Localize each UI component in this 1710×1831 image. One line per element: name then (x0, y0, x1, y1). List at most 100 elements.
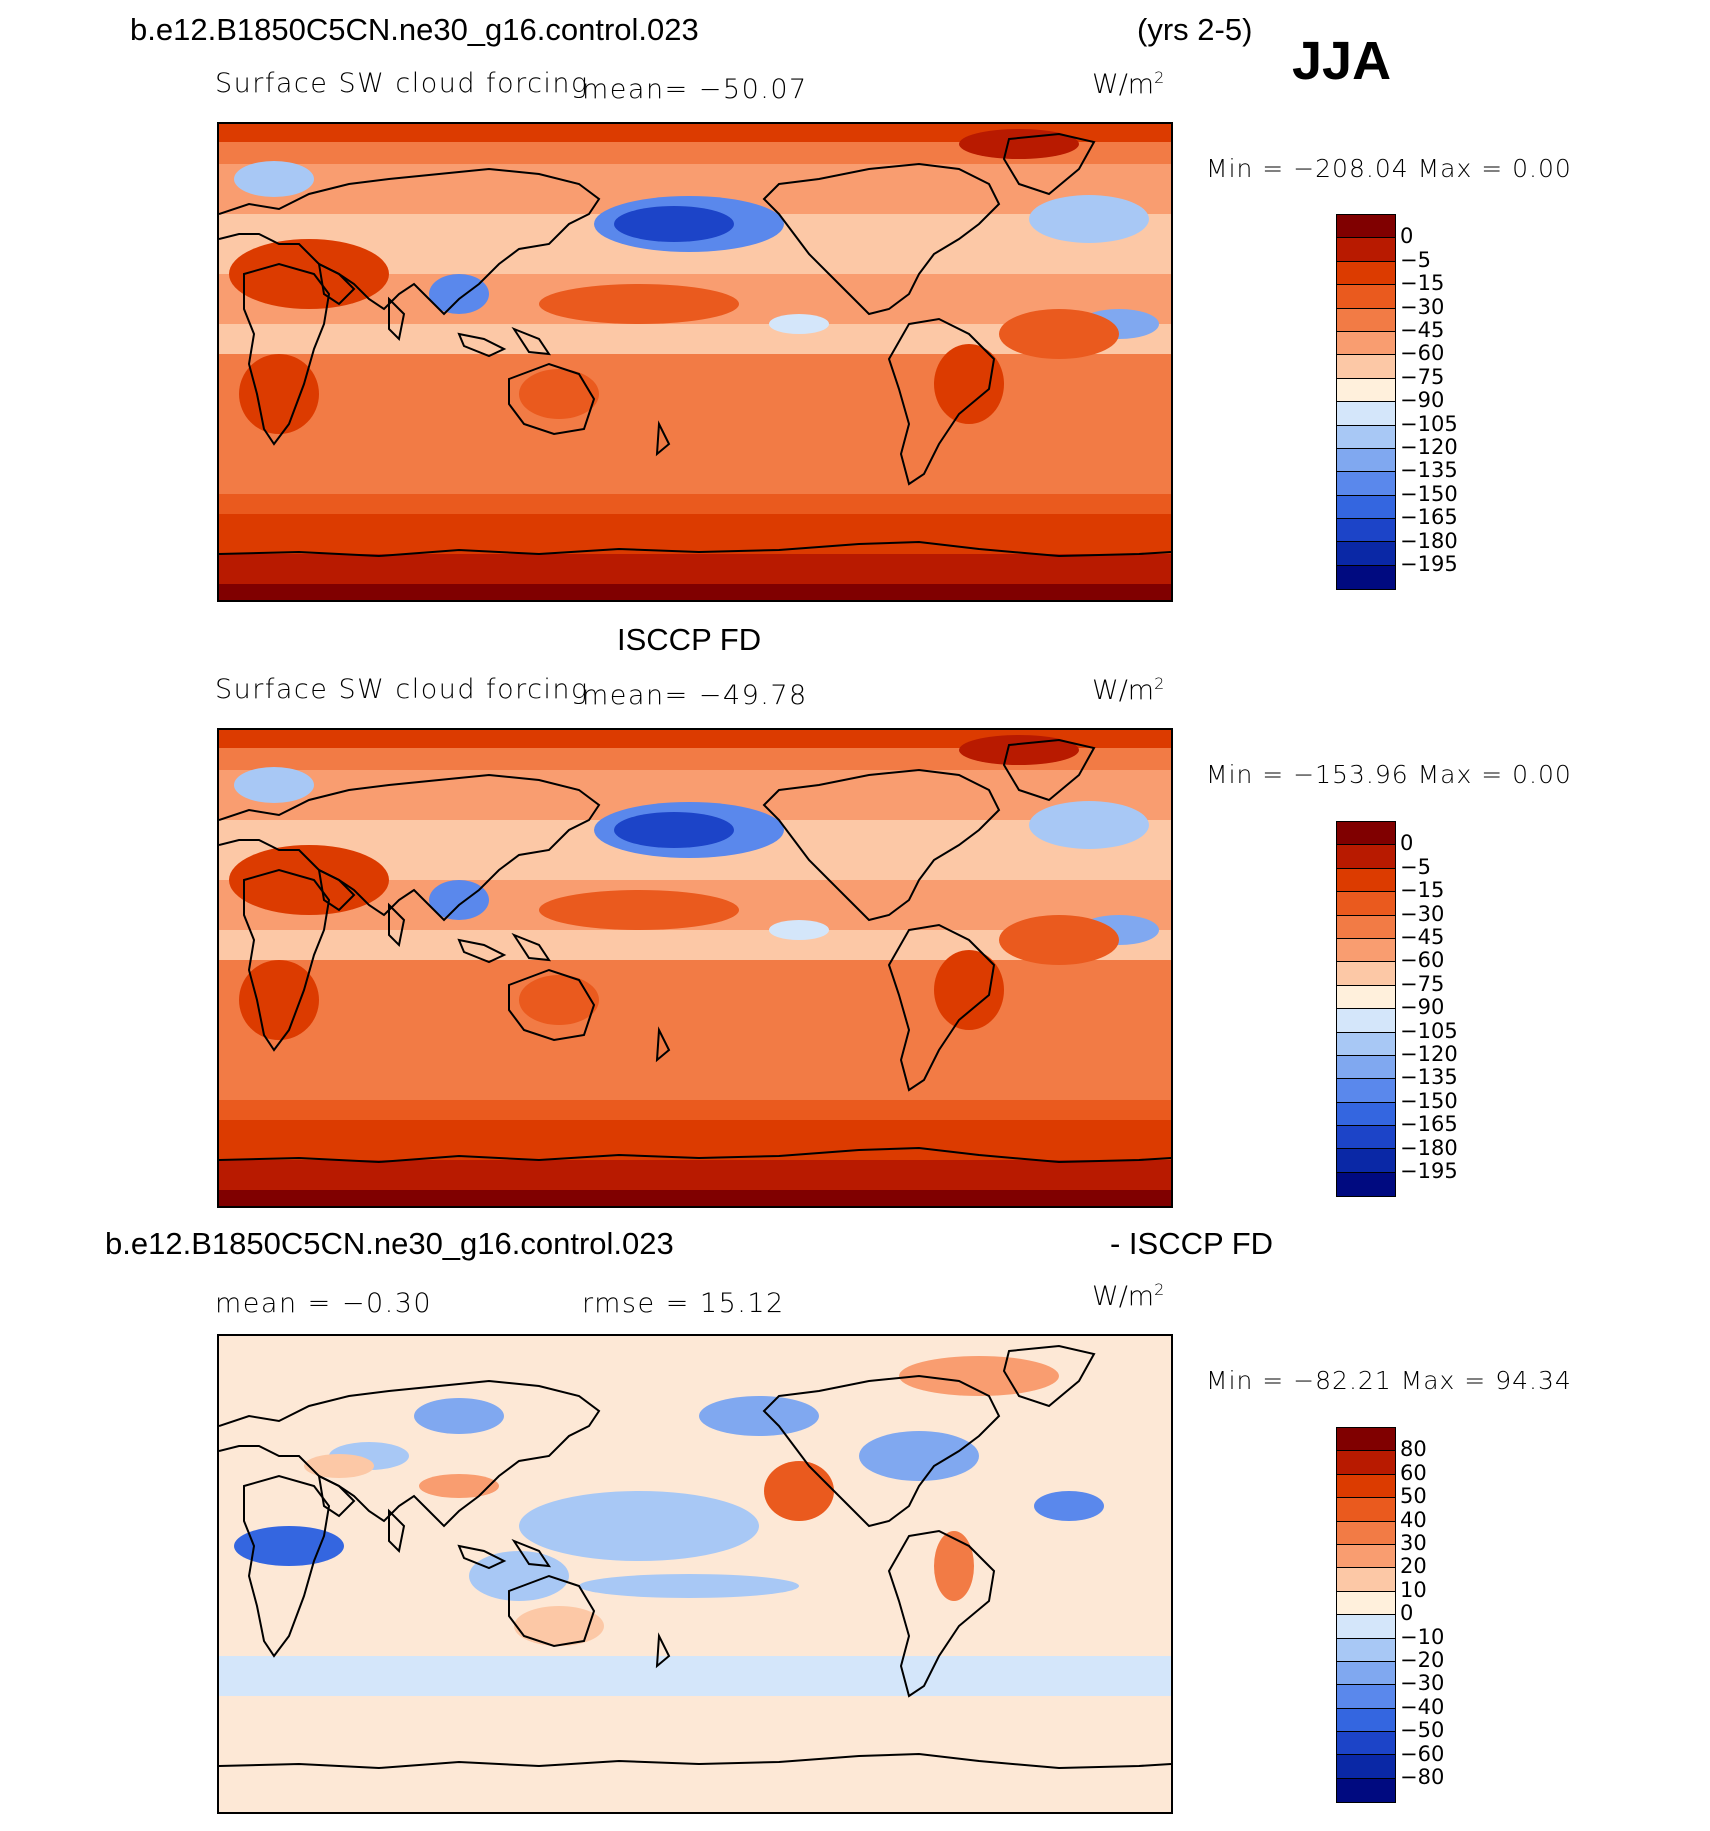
colorbar-label: 30 (1400, 1531, 1427, 1555)
panel2-map (217, 728, 1173, 1208)
case-title: b.e12.B1850C5CN.ne30_g16.control.023 (130, 12, 699, 47)
colorbar-swatch (1337, 378, 1395, 403)
colorbar-label: −30 (1400, 1671, 1445, 1696)
colorbar-label: −90 (1400, 388, 1445, 413)
colorbar-label: −135 (1400, 458, 1458, 483)
map-svg (219, 730, 1171, 1206)
colorbar-swatch (1337, 402, 1395, 426)
colorbar-label: −90 (1400, 995, 1445, 1020)
coastline (388, 902, 406, 948)
colorbar-swatch (1337, 519, 1395, 543)
colorbar-swatch (1337, 1102, 1395, 1127)
colorbar-label: −40 (1400, 1694, 1445, 1719)
panel3-map (217, 1334, 1173, 1814)
panel2-units: W/m2 (1092, 674, 1165, 706)
panel3-rmse: rmse = 15.12 (582, 1288, 785, 1319)
panel1-colorbar (1336, 214, 1396, 591)
panel3-title-right: - ISCCP FD (1110, 1226, 1274, 1261)
colorbar-swatch (1337, 868, 1395, 893)
colorbar-swatch (1337, 892, 1395, 916)
coastline (508, 968, 596, 1042)
map-svg (219, 124, 1171, 600)
colorbar-label: −45 (1400, 925, 1445, 949)
colorbar-swatch (1337, 261, 1395, 286)
coastline (317, 1474, 356, 1518)
colorbar-swatch (1337, 472, 1395, 496)
coastline (243, 262, 331, 446)
colorbar-label: −50 (1400, 1718, 1445, 1743)
colorbar-label: 40 (1400, 1507, 1427, 1532)
colorbar-label: −180 (1400, 1135, 1458, 1160)
colorbar-swatch (1337, 1708, 1395, 1733)
panel1-units: W/m2 (1092, 68, 1165, 100)
colorbar-swatch (1337, 495, 1395, 520)
colorbar-swatch (1337, 915, 1395, 939)
coastline (887, 317, 996, 486)
colorbar-swatch (1337, 1451, 1395, 1475)
coastline (511, 932, 552, 962)
coastline (457, 332, 507, 358)
colorbar-label: −105 (1400, 411, 1458, 436)
panel2-title: ISCCP FD (617, 622, 762, 657)
colorbar-swatch (1337, 1474, 1395, 1499)
panel2-minmax: Min = −153.96 Max = 0.00 (1206, 760, 1572, 789)
colorbar-label: −180 (1400, 528, 1458, 553)
panel3-minmax: Min = −82.21 Max = 94.34 (1206, 1366, 1572, 1395)
colorbar-swatch (1337, 1521, 1395, 1545)
coastline (388, 296, 406, 342)
colorbar-swatch (1337, 845, 1395, 869)
colorbar-swatch (1337, 1615, 1395, 1639)
colorbar-label: −75 (1400, 364, 1445, 389)
colorbar-swatch (1337, 331, 1395, 356)
colorbar-label: −195 (1400, 552, 1458, 576)
coastline (762, 162, 1001, 316)
colorbar-label: −10 (1400, 1624, 1445, 1649)
colorbar-swatch (1337, 238, 1395, 262)
coastline (508, 1574, 596, 1648)
coastline (388, 1508, 406, 1554)
colorbar-swatch (1337, 215, 1395, 239)
panel3-units: W/m2 (1092, 1280, 1165, 1312)
coastline (243, 1474, 331, 1658)
colorbar-label: −60 (1400, 948, 1445, 973)
panel3-colorbar (1336, 1427, 1396, 1804)
panel3-mean: mean = −0.30 (215, 1288, 433, 1319)
panel1-minmax: Min = −208.04 Max = 0.00 (1206, 154, 1572, 183)
colorbar-label: −60 (1400, 1741, 1445, 1766)
colorbar-swatch (1337, 1591, 1395, 1616)
coastline (457, 938, 507, 964)
colorbar-swatch (1337, 1778, 1395, 1803)
coastline (457, 1544, 507, 1570)
season-label: JJA (1292, 31, 1392, 91)
colorbar-swatch (1337, 985, 1395, 1010)
panel1-map (217, 122, 1173, 602)
colorbar-label: 0 (1400, 1601, 1414, 1626)
colorbar-swatch (1337, 1661, 1395, 1686)
colorbar-label: 60 (1400, 1460, 1427, 1485)
panel1-mean: mean= −50.07 (582, 74, 808, 105)
colorbar-swatch (1337, 1032, 1395, 1056)
panel3-title-left: b.e12.B1850C5CN.ne30_g16.control.023 (105, 1226, 674, 1261)
colorbar-swatch (1337, 1685, 1395, 1709)
colorbar-swatch (1337, 355, 1395, 379)
coastline (1002, 1344, 1096, 1408)
coastline (219, 540, 1171, 558)
colorbar-swatch (1337, 1732, 1395, 1756)
colorbar-label: 0 (1400, 831, 1414, 856)
colorbar-label: −135 (1400, 1065, 1458, 1090)
colorbar-swatch (1337, 1755, 1395, 1779)
colorbar-label: 80 (1400, 1437, 1427, 1462)
colorbar-label: −105 (1400, 1018, 1458, 1043)
colorbar-swatch (1337, 822, 1395, 846)
coastline (511, 1538, 552, 1568)
colorbar-swatch (1337, 962, 1395, 986)
colorbar-swatch (1337, 1149, 1395, 1173)
colorbar-swatch (1337, 938, 1395, 963)
coastline (317, 262, 356, 306)
colorbar-swatch (1337, 285, 1395, 309)
colorbar-swatch (1337, 1428, 1395, 1452)
colorbar-label: −20 (1400, 1648, 1445, 1672)
colorbar-label: −165 (1400, 505, 1458, 530)
colorbar-swatch (1337, 425, 1395, 449)
colorbar-label: 0 (1400, 224, 1414, 249)
